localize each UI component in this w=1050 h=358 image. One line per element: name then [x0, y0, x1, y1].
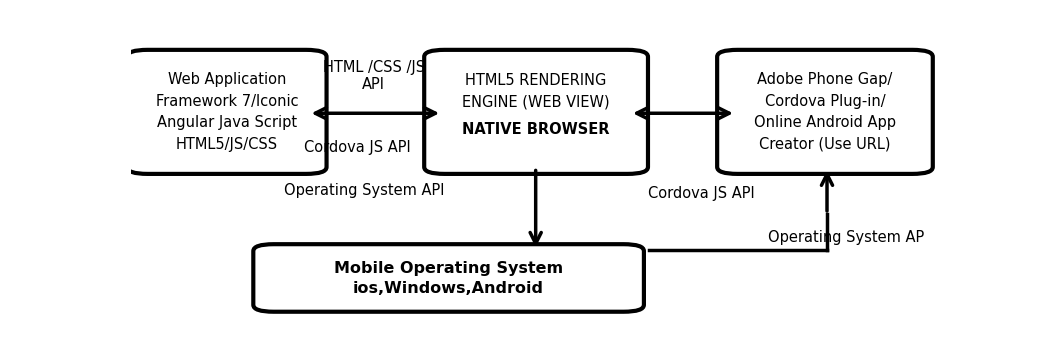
FancyBboxPatch shape — [717, 50, 932, 174]
Text: Cordova JS API: Cordova JS API — [648, 186, 755, 201]
Text: Mobile Operating System: Mobile Operating System — [334, 261, 563, 276]
FancyBboxPatch shape — [253, 244, 644, 312]
Text: ios,Windows,Android: ios,Windows,Android — [353, 281, 544, 296]
Text: HTML /CSS /JS
API: HTML /CSS /JS API — [322, 60, 425, 92]
FancyBboxPatch shape — [424, 50, 648, 174]
FancyBboxPatch shape — [127, 50, 327, 174]
Text: Cordova JS API: Cordova JS API — [304, 140, 411, 155]
Text: Operating System AP: Operating System AP — [769, 230, 925, 245]
Text: HTML5 RENDERING
ENGINE (WEB VIEW): HTML5 RENDERING ENGINE (WEB VIEW) — [462, 73, 610, 109]
Text: Adobe Phone Gap/
Cordova Plug-in/
Online Android App
Creator (Use URL): Adobe Phone Gap/ Cordova Plug-in/ Online… — [754, 72, 896, 152]
Text: Web Application
Framework 7/Iconic
Angular Java Script
HTML5/JS/CSS: Web Application Framework 7/Iconic Angul… — [155, 72, 298, 152]
Text: NATIVE BROWSER: NATIVE BROWSER — [462, 122, 610, 137]
Text: Operating System API: Operating System API — [285, 183, 444, 198]
